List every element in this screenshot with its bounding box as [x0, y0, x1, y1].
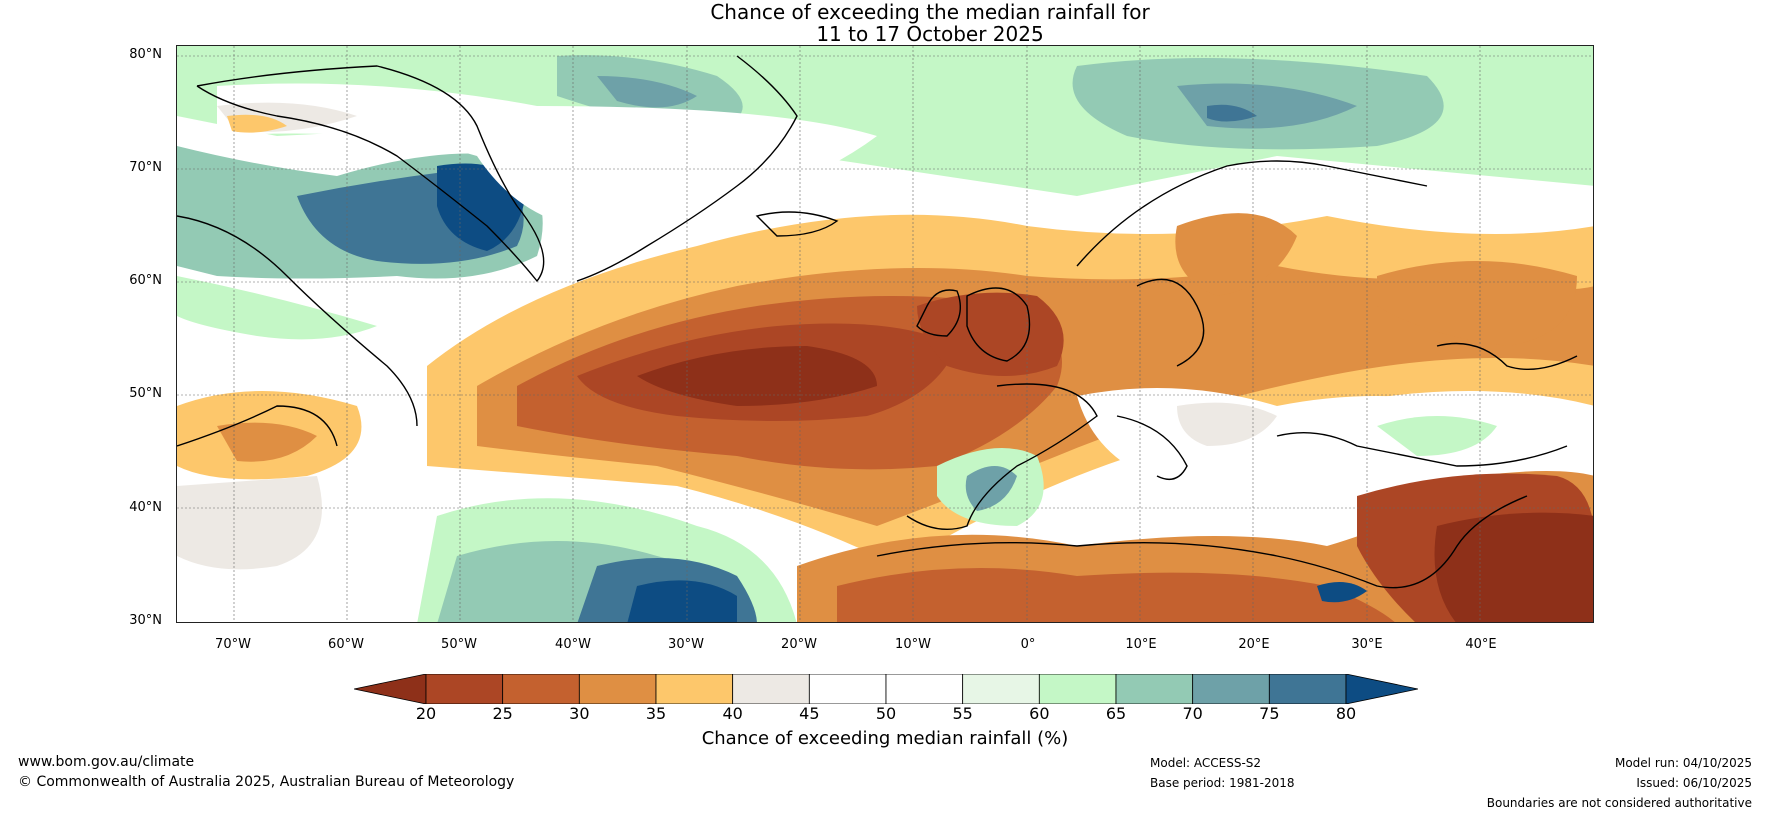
colorbar-tick-label: 50: [875, 704, 897, 723]
colorbar-tick-label: 45: [799, 704, 820, 723]
colorbar-tick-label: 40: [722, 704, 743, 723]
model-run-text: Model run: 04/10/2025: [1614, 756, 1752, 770]
lat-label: 70°N: [129, 160, 162, 175]
map-title-line1: Chance of exceeding the median rainfall …: [710, 0, 1150, 24]
colorbar: [354, 674, 1418, 704]
lon-label: 60°W: [328, 637, 364, 652]
colorbar-tick-label: 60: [1029, 704, 1050, 723]
lon-label: 10°W: [895, 637, 931, 652]
lon-label: 40°W: [555, 637, 591, 652]
lon-label: 20°W: [781, 637, 817, 652]
colorbar-tick-label: 70: [1182, 704, 1203, 723]
lon-label: 30°E: [1351, 637, 1383, 652]
lon-label: 50°W: [441, 637, 477, 652]
colorbar-tick-label: 75: [1259, 704, 1280, 723]
lon-label: 30°W: [668, 637, 704, 652]
colorbar-cell: [808, 674, 887, 704]
colorbar-cell: [502, 674, 580, 704]
lat-label: 40°N: [129, 500, 162, 515]
colorbar-cell: [1038, 674, 1117, 704]
colorbar-cell: [732, 674, 810, 704]
lon-label: 20°E: [1238, 637, 1270, 652]
colorbar-tick-label: 20: [415, 704, 437, 723]
disclaimer-text: Boundaries are not considered authoritat…: [1486, 796, 1752, 810]
model-text: Model: ACCESS-S2: [1150, 756, 1262, 770]
lon-label: 70°W: [215, 637, 251, 652]
colorbar-cell: [578, 674, 657, 704]
rainfall-map: [176, 45, 1594, 623]
website-link[interactable]: www.bom.gov.au/climate: [18, 754, 195, 770]
copyright-text: © Commonwealth of Australia 2025, Austra…: [18, 774, 515, 790]
colorbar-cell: [1115, 674, 1194, 704]
rainfall-map-canvas: [177, 46, 1593, 622]
colorbar-tick-label: 80: [1335, 704, 1357, 723]
colorbar-cell: [1192, 674, 1270, 704]
lat-label: 50°N: [129, 386, 162, 401]
lat-label: 80°N: [129, 47, 162, 62]
colorbar-arrow-low: [354, 674, 427, 704]
colorbar-cell: [425, 674, 504, 704]
colorbar-label: Chance of exceeding median rainfall (%): [701, 728, 1069, 749]
colorbar-cell: [655, 674, 734, 704]
lon-label: 40°E: [1465, 637, 1497, 652]
colorbar-cell: [885, 674, 964, 704]
issued-text: Issued: 06/10/2025: [1636, 776, 1752, 790]
lon-label: 0°: [1020, 637, 1036, 652]
lat-label: 30°N: [129, 613, 162, 628]
colorbar-cell: [962, 674, 1040, 704]
lon-label: 10°E: [1125, 637, 1157, 652]
base-period-text: Base period: 1981-2018: [1150, 776, 1295, 790]
colorbar-tick-label: 65: [1105, 704, 1127, 723]
colorbar-tick-label: 55: [952, 704, 973, 723]
colorbar-tick-label: 35: [645, 704, 667, 723]
lat-label: 60°N: [129, 273, 162, 288]
colorbar-cell: [1268, 674, 1347, 704]
map-title-line2: 11 to 17 October 2025: [816, 22, 1044, 46]
colorbar-arrow-high: [1345, 674, 1418, 704]
colorbar-tick-label: 30: [569, 704, 590, 723]
colorbar-tick-label: 25: [492, 704, 513, 723]
